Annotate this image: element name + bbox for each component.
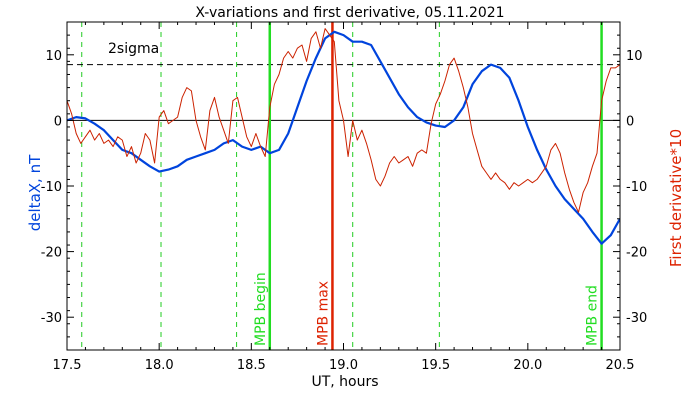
y-tick-label-right-4: 10: [626, 49, 643, 64]
y-tick-label-left-3: 0: [54, 114, 62, 129]
x-tick-label-6: 20.5: [606, 358, 635, 373]
x-axis-label: UT, hours: [311, 374, 378, 390]
x-tick-label-4: 19.5: [421, 358, 450, 373]
x-tick-label-0: 17.5: [53, 358, 82, 373]
x-tick-label-2: 18.5: [237, 358, 266, 373]
marker-label-2: MPB end: [585, 285, 601, 346]
y-tick-label-right-1: -20: [626, 246, 647, 261]
x-tick-label-3: 19.0: [329, 358, 358, 373]
x-tick-label-1: 18.0: [145, 358, 174, 373]
x-tick-label-5: 20.0: [513, 358, 542, 373]
threshold-label: 2sigma: [108, 41, 159, 57]
y-axis-left-label: deltaX, nT: [26, 154, 44, 231]
y-tick-label-left-1: -20: [41, 246, 62, 261]
y-axis-right-label: First derivative*10: [667, 129, 685, 267]
y-tick-label-left-2: -10: [41, 180, 62, 195]
marker-label-0: MPB begin: [253, 272, 269, 346]
y-tick-label-left-0: -30: [41, 311, 62, 326]
plot-frame: [66, 21, 621, 351]
marker-label-1: MPB max: [315, 281, 331, 346]
series-line-1: [67, 28, 620, 213]
y-tick-label-left-4: 10: [45, 49, 62, 64]
chart-title: X-variations and first derivative, 05.11…: [195, 5, 504, 21]
y-tick-label-right-2: -10: [626, 180, 647, 195]
y-tick-label-right-0: -30: [626, 311, 647, 326]
y-tick-label-right-3: 0: [626, 114, 634, 129]
series-line-0: [67, 30, 620, 245]
